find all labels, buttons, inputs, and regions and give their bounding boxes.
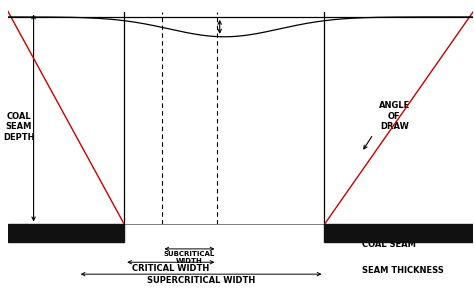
Text: ANGLE
OF
DRAW: ANGLE OF DRAW <box>379 101 410 131</box>
Text: COAL
SEAM
DEPTH: COAL SEAM DEPTH <box>3 112 35 142</box>
Bar <box>8 224 124 242</box>
Text: SUBCRITICAL
WIDTH: SUBCRITICAL WIDTH <box>164 251 215 264</box>
Text: SUPERCRITICAL WIDTH: SUPERCRITICAL WIDTH <box>147 276 255 285</box>
Text: COAL SEAM: COAL SEAM <box>362 240 416 249</box>
Text: SEAM THICKNESS: SEAM THICKNESS <box>362 266 443 275</box>
Text: CRITICAL WIDTH: CRITICAL WIDTH <box>132 264 210 273</box>
Bar <box>324 224 474 242</box>
